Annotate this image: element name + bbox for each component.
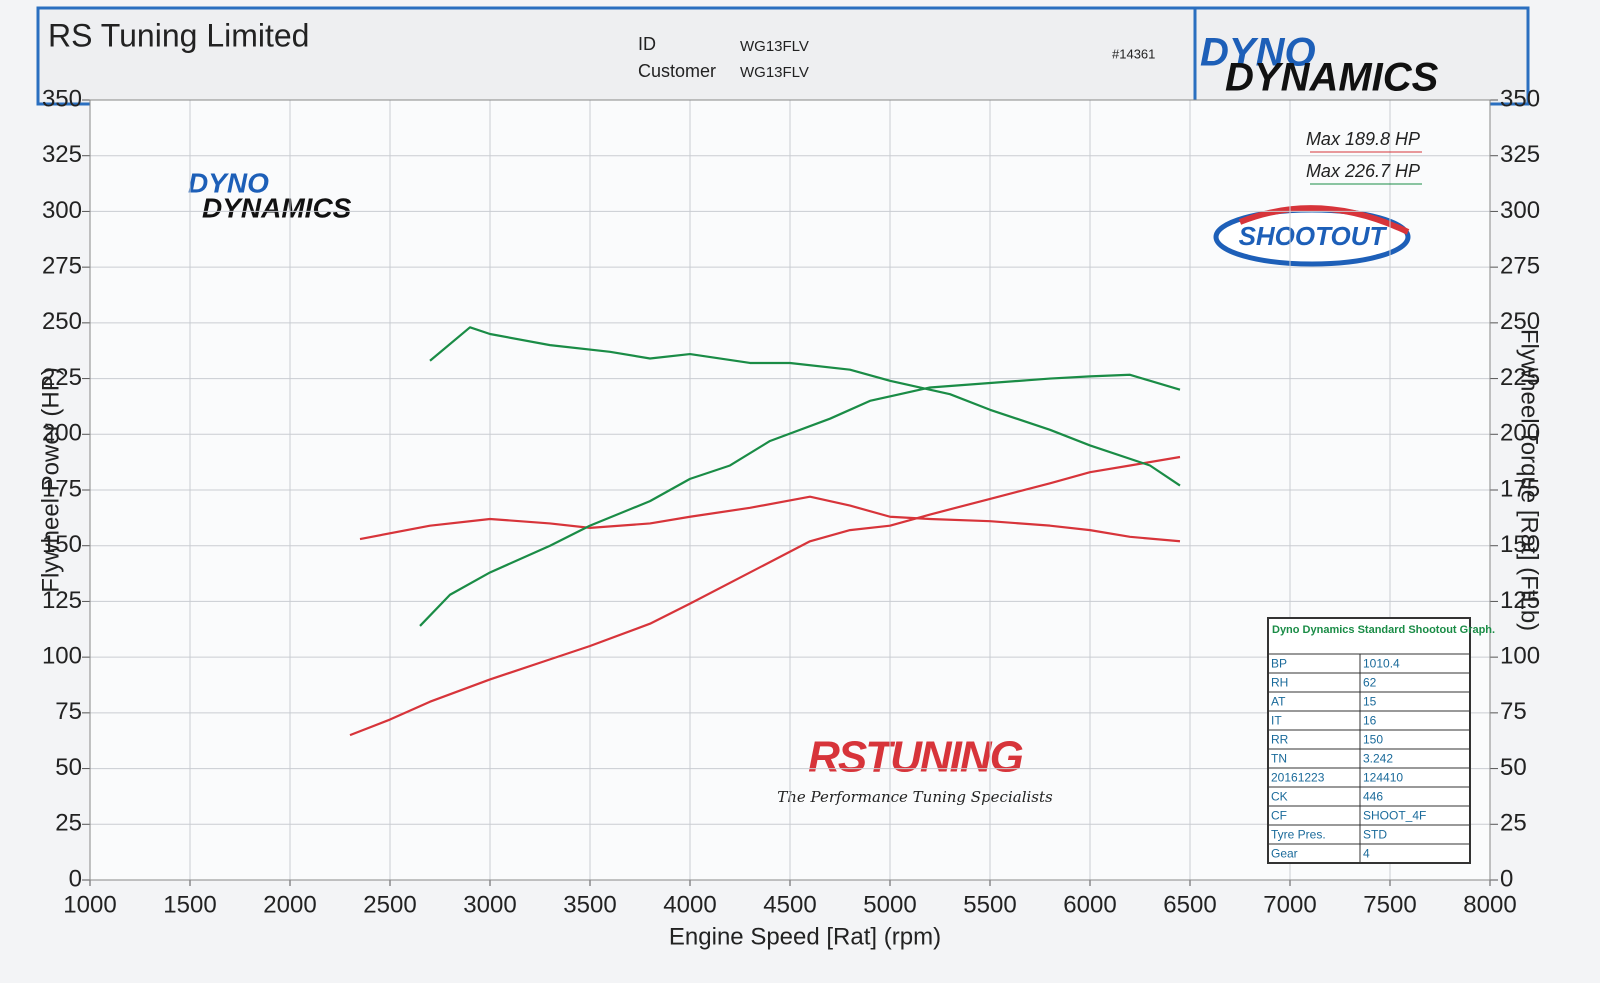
y-tick-label: 175 bbox=[42, 475, 82, 502]
x-tick-label: 2500 bbox=[363, 891, 416, 918]
series-line bbox=[429, 326, 1181, 487]
series-layer: Max 189.8 HP Max 226.7 HP bbox=[349, 129, 1422, 737]
logo-dynamics: DYNAMICS bbox=[1225, 56, 1439, 100]
y-tick-label: 350 bbox=[42, 85, 82, 112]
x-tick-label: 4500 bbox=[763, 891, 816, 918]
logo-shootout: SHOOTOUT bbox=[1239, 221, 1388, 251]
y-tick-label: 125 bbox=[42, 587, 82, 614]
y2-tick-label: 350 bbox=[1500, 85, 1540, 112]
table-title: Dyno Dynamics Standard Shootout Graph. bbox=[1272, 624, 1495, 636]
id-value: WG13FLV bbox=[740, 38, 809, 55]
x-tick-label: 6000 bbox=[1063, 891, 1116, 918]
y-tick-label: 325 bbox=[42, 141, 82, 168]
y2-tick-label: 325 bbox=[1500, 141, 1540, 168]
x-axis-label: Engine Speed [Rat] (rpm) bbox=[669, 923, 941, 950]
table-cell: 150 bbox=[1363, 733, 1383, 747]
y2-tick-label: 0 bbox=[1500, 865, 1513, 892]
table-cell: AT bbox=[1271, 695, 1286, 709]
y-tick-label: 300 bbox=[42, 197, 82, 224]
y-tick-label: 0 bbox=[69, 865, 82, 892]
y-tick-label: 75 bbox=[55, 698, 82, 725]
y2-tick-label: 250 bbox=[1500, 308, 1540, 335]
y-tick-label: 25 bbox=[55, 810, 82, 837]
table-cell: 4 bbox=[1363, 847, 1370, 861]
series-line bbox=[359, 495, 1181, 543]
company: RS Tuning Limited bbox=[48, 17, 309, 53]
table-cell: IT bbox=[1271, 714, 1282, 728]
table-cell: 15 bbox=[1363, 695, 1377, 709]
x-tick-label: 5000 bbox=[863, 891, 916, 918]
table-cell: RR bbox=[1271, 733, 1289, 747]
y-tick-label: 100 bbox=[42, 642, 82, 669]
report-number: #14361 bbox=[1112, 46, 1155, 61]
series-line bbox=[419, 373, 1181, 627]
x-tick-label: 1000 bbox=[63, 891, 116, 918]
x-tick-label: 6500 bbox=[1163, 891, 1216, 918]
table-cell: BP bbox=[1271, 657, 1287, 671]
y2-tick-label: 300 bbox=[1500, 197, 1540, 224]
table-cell: 16 bbox=[1363, 714, 1377, 728]
x-tick-label: 3000 bbox=[463, 891, 516, 918]
table-cell: RH bbox=[1271, 676, 1288, 690]
table-cell: 446 bbox=[1363, 790, 1383, 804]
x-tick-label: 7500 bbox=[1363, 891, 1416, 918]
y-tick-label: 225 bbox=[42, 364, 82, 391]
y2-tick-label: 125 bbox=[1500, 587, 1540, 614]
series-line bbox=[349, 455, 1181, 737]
y2-tick-label: 275 bbox=[1500, 252, 1540, 279]
table-cell: 20161223 bbox=[1271, 771, 1325, 785]
table-cell: Gear bbox=[1271, 847, 1298, 861]
y2-tick-label: 50 bbox=[1500, 754, 1527, 781]
table-cell: 62 bbox=[1363, 676, 1377, 690]
y-tick-label: 150 bbox=[42, 531, 82, 558]
logo-dynamics: DYNAMICS bbox=[202, 192, 352, 223]
x-tick-label: 2000 bbox=[263, 891, 316, 918]
table-cell: Tyre Pres. bbox=[1271, 828, 1326, 842]
tagline: The Performance Tuning Specialists bbox=[777, 788, 1053, 806]
x-tick-label: 7000 bbox=[1263, 891, 1316, 918]
max-annotation: Max 226.7 HP bbox=[1306, 161, 1420, 181]
y2-tick-label: 225 bbox=[1500, 364, 1540, 391]
table-cell: 3.242 bbox=[1363, 752, 1393, 766]
id-label: ID bbox=[638, 34, 656, 54]
y-tick-label: 275 bbox=[42, 252, 82, 279]
shootout-swoosh bbox=[1238, 205, 1410, 235]
table-cell: 1010.4 bbox=[1363, 657, 1400, 671]
plot-frame bbox=[89, 99, 1491, 881]
logo-dyno: DYNO bbox=[188, 167, 269, 198]
y2-tick-label: 175 bbox=[1500, 475, 1540, 502]
x-tick-label: 8000 bbox=[1463, 891, 1516, 918]
x-tick-label: 1500 bbox=[163, 891, 216, 918]
table-cell: 124410 bbox=[1363, 771, 1403, 785]
header-band bbox=[36, 6, 1530, 106]
y2-tick-label: 100 bbox=[1500, 642, 1540, 669]
max-annotation: Max 189.8 HP bbox=[1306, 129, 1420, 149]
customer-label: Customer bbox=[638, 61, 716, 81]
y2-tick-label: 25 bbox=[1500, 810, 1527, 837]
table-cell: SHOOT_4F bbox=[1363, 809, 1426, 823]
y-tick-label: 250 bbox=[42, 308, 82, 335]
x-tick-label: 5500 bbox=[963, 891, 1016, 918]
table-cell: TN bbox=[1271, 752, 1287, 766]
info-table: Dyno Dynamics Standard Shootout Graph. BP… bbox=[1267, 617, 1495, 864]
logo-rstuning: RSTUNING bbox=[808, 733, 1023, 782]
y2-tick-label: 75 bbox=[1500, 698, 1527, 725]
table-cell: CF bbox=[1271, 809, 1287, 823]
table-cell: CK bbox=[1271, 790, 1288, 804]
logo-dyno: DYNO bbox=[1200, 31, 1316, 75]
y-tick-label: 50 bbox=[55, 754, 82, 781]
table-frame bbox=[1267, 617, 1471, 864]
y-axis-label: Flywheel Power (HP) bbox=[37, 367, 64, 592]
x-tick-label: 4000 bbox=[663, 891, 716, 918]
y2-tick-label: 150 bbox=[1500, 531, 1540, 558]
y2-tick-label: 200 bbox=[1500, 420, 1540, 447]
y-tick-label: 200 bbox=[42, 420, 82, 447]
customer-value: WG13FLV bbox=[740, 64, 809, 81]
x-tick-label: 3500 bbox=[563, 891, 616, 918]
table-cell: STD bbox=[1363, 828, 1387, 842]
y2-axis-label: Flywheel Torque [Rat] (FtLb) bbox=[1516, 329, 1543, 631]
